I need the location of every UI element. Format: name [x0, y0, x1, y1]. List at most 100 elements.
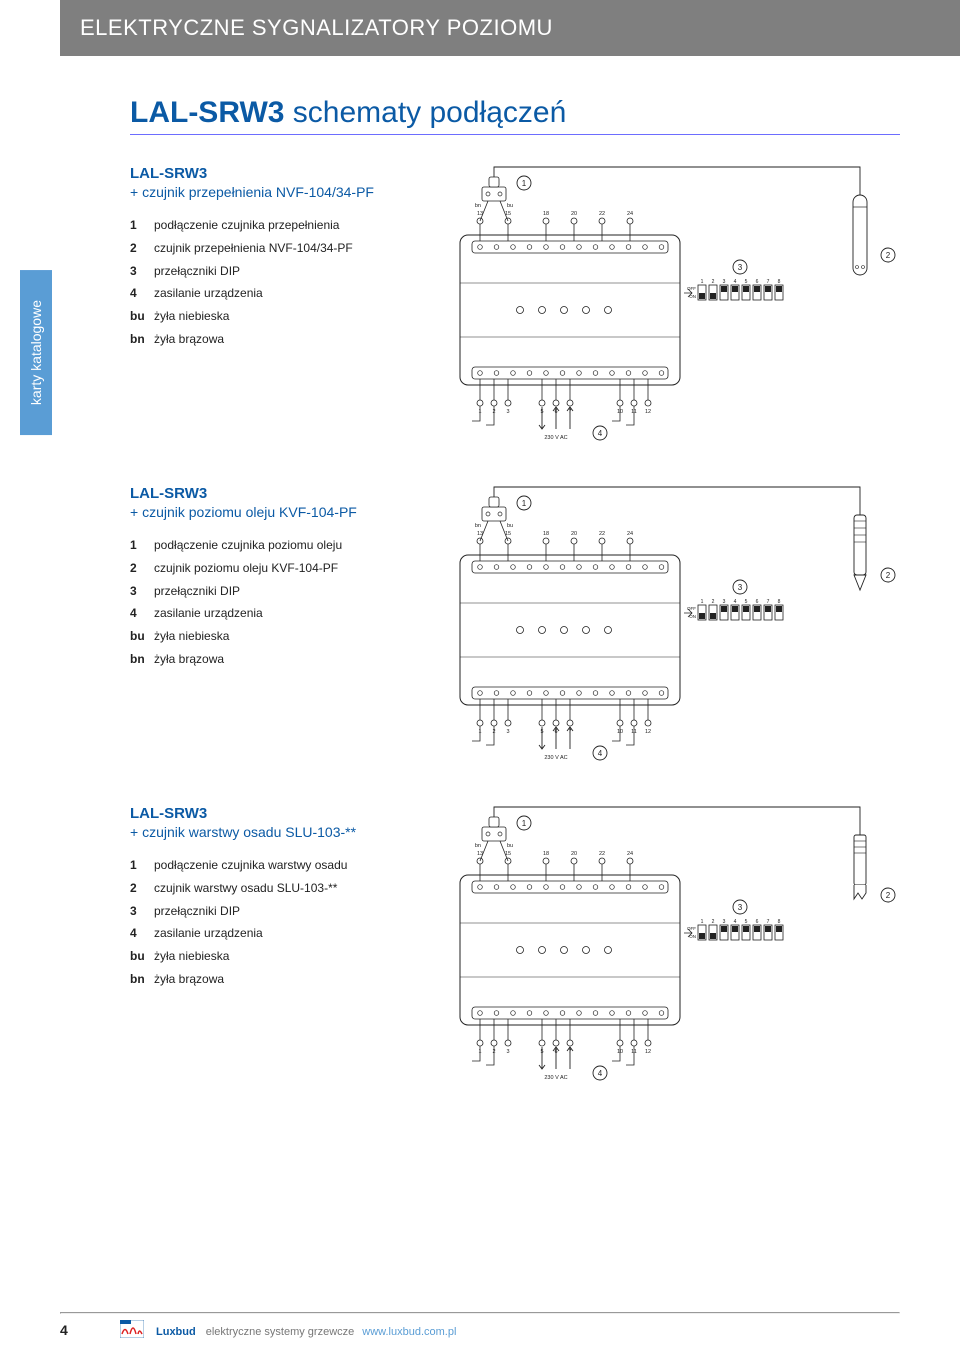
- svg-text:1: 1: [701, 599, 704, 605]
- svg-text:230 V AC: 230 V AC: [544, 1075, 567, 1081]
- legend-row: 3przełączniki DIP: [130, 260, 430, 283]
- section-subhead: LAL-SRW3: [130, 485, 430, 502]
- page-number: 4: [60, 1322, 90, 1338]
- svg-text:7: 7: [767, 279, 770, 285]
- svg-text:22: 22: [599, 211, 605, 217]
- legend-row: bużyła niebieska: [130, 625, 430, 648]
- header-title: ELEKTRYCZNE SYGNALIZATORY POZIOMU: [80, 15, 553, 41]
- legend-row: bużyła niebieska: [130, 945, 430, 968]
- legend-row: 2czujnik poziomu oleju KVF-104-PF: [130, 557, 430, 580]
- svg-text:bn: bn: [475, 843, 481, 849]
- svg-text:3: 3: [738, 263, 743, 272]
- svg-text:2: 2: [712, 279, 715, 285]
- brand-logo-icon: [120, 1320, 144, 1338]
- svg-text:bu: bu: [507, 523, 513, 529]
- svg-text:4: 4: [734, 919, 737, 925]
- svg-text:24: 24: [627, 211, 633, 217]
- svg-text:5: 5: [745, 599, 748, 605]
- legend-row: 3przełączniki DIP: [130, 580, 430, 603]
- side-tab: karty katalogowe: [20, 270, 52, 435]
- svg-text:OFF: OFF: [687, 606, 696, 611]
- svg-text:3: 3: [723, 599, 726, 605]
- svg-text:3: 3: [506, 409, 509, 415]
- svg-text:3: 3: [723, 919, 726, 925]
- footer-brand: Luxbud: [156, 1326, 196, 1338]
- svg-text:7: 7: [767, 919, 770, 925]
- svg-text:24: 24: [627, 531, 633, 537]
- svg-text:6: 6: [756, 279, 759, 285]
- legend-row: bnżyła brązowa: [130, 648, 430, 671]
- wiring-section: LAL-SRW3 + czujnik przepełnienia NVF-104…: [130, 165, 900, 465]
- legend-row: 3przełączniki DIP: [130, 900, 430, 923]
- svg-text:12: 12: [645, 1049, 651, 1055]
- svg-text:4: 4: [598, 1069, 603, 1078]
- svg-text:20: 20: [571, 211, 577, 217]
- legend-row: 4zasilanie urządzenia: [130, 602, 430, 625]
- svg-text:8: 8: [778, 599, 781, 605]
- svg-text:OFF: OFF: [687, 926, 696, 931]
- legend-row: 4zasilanie urządzenia: [130, 282, 430, 305]
- svg-text:8: 8: [778, 279, 781, 285]
- svg-text:1: 1: [522, 499, 527, 508]
- section-subhead-plus: + czujnik przepełnienia NVF-104/34-PF: [130, 184, 430, 200]
- legend: 1podłączenie czujnika poziomu oleju2czuj…: [130, 534, 430, 671]
- footer-url: www.luxbud.com.pl: [362, 1326, 456, 1338]
- svg-text:2: 2: [712, 599, 715, 605]
- svg-text:2: 2: [712, 919, 715, 925]
- section-subhead-plus: + czujnik poziomu oleju KVF-104-PF: [130, 504, 430, 520]
- svg-text:1: 1: [701, 279, 704, 285]
- svg-text:OFF: OFF: [687, 286, 696, 291]
- wiring-diagram: 131518202224bnbu12OFFON12345678312356710…: [430, 805, 910, 1105]
- legend-row: 2czujnik przepełnienia NVF-104/34-PF: [130, 237, 430, 260]
- legend: 1podłączenie czujnika przepełnienia2czuj…: [130, 214, 430, 351]
- svg-text:3: 3: [506, 1049, 509, 1055]
- section-subhead: LAL-SRW3: [130, 805, 430, 822]
- svg-text:8: 8: [778, 919, 781, 925]
- page-title: LAL-SRW3 schematy podłączeń: [130, 96, 900, 130]
- svg-text:12: 12: [645, 409, 651, 415]
- footer: 4 Luxbud elektryczne systemy grzewcze ww…: [0, 1320, 960, 1338]
- footer-tagline: elektryczne systemy grzewcze: [206, 1326, 355, 1338]
- svg-text:6: 6: [756, 599, 759, 605]
- svg-text:230 V AC: 230 V AC: [544, 435, 567, 441]
- svg-text:1: 1: [701, 919, 704, 925]
- svg-text:bn: bn: [475, 523, 481, 529]
- title-rule: [130, 134, 900, 135]
- svg-text:18: 18: [543, 211, 549, 217]
- svg-text:1: 1: [522, 819, 527, 828]
- svg-text:6: 6: [756, 919, 759, 925]
- svg-text:5: 5: [745, 279, 748, 285]
- svg-text:5: 5: [745, 919, 748, 925]
- svg-text:2: 2: [886, 251, 891, 260]
- svg-text:3: 3: [506, 729, 509, 735]
- svg-text:4: 4: [598, 749, 603, 758]
- svg-text:22: 22: [599, 531, 605, 537]
- svg-text:22: 22: [599, 851, 605, 857]
- legend-row: bnżyła brązowa: [130, 328, 430, 351]
- section-subhead-plus: + czujnik warstwy osadu SLU-103-**: [130, 824, 430, 840]
- page-header: ELEKTRYCZNE SYGNALIZATORY POZIOMU: [60, 0, 960, 56]
- svg-text:3: 3: [738, 583, 743, 592]
- svg-text:20: 20: [571, 531, 577, 537]
- svg-text:3: 3: [738, 903, 743, 912]
- legend-row: 4zasilanie urządzenia: [130, 922, 430, 945]
- section-subhead: LAL-SRW3: [130, 165, 430, 182]
- footer-rule: [60, 1312, 900, 1314]
- svg-text:230 V AC: 230 V AC: [544, 755, 567, 761]
- svg-text:bn: bn: [475, 203, 481, 209]
- svg-text:12: 12: [645, 729, 651, 735]
- svg-text:3: 3: [723, 279, 726, 285]
- svg-text:7: 7: [767, 599, 770, 605]
- svg-text:bu: bu: [507, 843, 513, 849]
- legend-row: 1podłączenie czujnika warstwy osadu: [130, 854, 430, 877]
- legend-row: 2czujnik warstwy osadu SLU-103-**: [130, 877, 430, 900]
- svg-text:18: 18: [543, 851, 549, 857]
- svg-text:2: 2: [886, 891, 891, 900]
- svg-text:4: 4: [734, 279, 737, 285]
- svg-text:2: 2: [886, 571, 891, 580]
- wiring-diagram: 131518202224bnbu12OFFON12345678312356710…: [430, 165, 910, 465]
- wiring-section: LAL-SRW3 + czujnik warstwy osadu SLU-103…: [130, 805, 900, 1105]
- legend-row: bnżyła brązowa: [130, 968, 430, 991]
- legend-row: bużyła niebieska: [130, 305, 430, 328]
- wiring-section: LAL-SRW3 + czujnik poziomu oleju KVF-104…: [130, 485, 900, 785]
